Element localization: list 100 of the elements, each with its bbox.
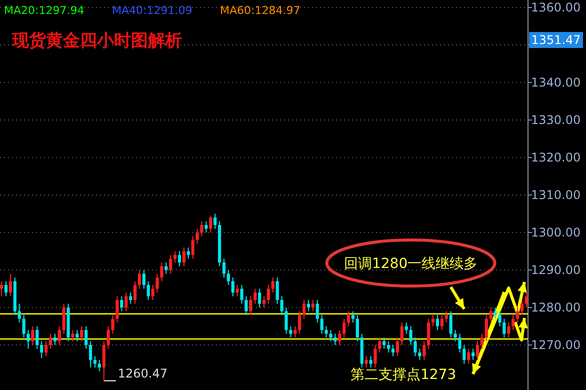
candlestick xyxy=(440,314,444,330)
candlestick xyxy=(226,270,230,286)
candlestick xyxy=(88,340,92,368)
candlestick xyxy=(124,292,128,312)
candlestick xyxy=(116,296,119,323)
candlestick xyxy=(133,280,137,304)
text: 现货黄金四小时图解析 xyxy=(11,31,182,51)
annotation: MA40:1291.09 xyxy=(112,4,192,17)
candlestick xyxy=(231,277,234,297)
candlestick xyxy=(462,344,466,364)
annotation: 回调1280一线继续多 xyxy=(344,256,478,272)
candlestick xyxy=(249,296,252,316)
annotation: MA60:1284.97 xyxy=(220,4,300,17)
candlestick xyxy=(178,250,182,267)
candlestick xyxy=(378,337,382,353)
candlestick xyxy=(289,326,292,338)
text: 1351.47 xyxy=(531,33,581,48)
candlestick xyxy=(271,277,274,293)
candlestick xyxy=(329,330,332,342)
candlestick xyxy=(156,273,159,293)
candlestick xyxy=(280,296,284,316)
candlestick xyxy=(4,280,8,297)
candlestick xyxy=(18,303,21,323)
candlestick xyxy=(480,333,484,350)
candlestick xyxy=(102,340,106,382)
candlestick xyxy=(298,310,302,334)
candlestick xyxy=(22,314,26,338)
candlestick xyxy=(196,228,199,244)
candlestick xyxy=(48,333,52,350)
y-tick-label: 1340.00 xyxy=(531,76,581,90)
candlestick xyxy=(364,356,368,368)
candlestick xyxy=(44,340,48,357)
candlestick xyxy=(436,314,440,330)
candlestick xyxy=(502,318,506,338)
candlestick xyxy=(254,288,257,304)
candlestick xyxy=(266,284,270,304)
candlestick xyxy=(422,340,426,360)
candlestick xyxy=(26,330,30,350)
candlestick xyxy=(444,310,448,323)
candlestick xyxy=(222,258,226,278)
candlestick xyxy=(71,330,74,342)
candlestick xyxy=(120,296,124,312)
candlestick xyxy=(516,307,520,323)
candlestick xyxy=(489,307,492,323)
candlestick xyxy=(302,300,306,320)
candlestick xyxy=(240,284,244,304)
y-tick-label: 1310.00 xyxy=(531,188,581,202)
y-tick-label: 1360.00 xyxy=(531,0,581,15)
y-tick-label: 1280.00 xyxy=(531,300,581,315)
candlestick xyxy=(512,314,515,330)
annotation: 1260.47 xyxy=(118,366,168,381)
candlestick xyxy=(374,344,377,368)
candlestick xyxy=(151,284,154,300)
candlestick xyxy=(472,348,475,360)
candlestick xyxy=(316,300,319,323)
candlestick xyxy=(62,303,66,334)
candlestick xyxy=(276,277,279,304)
candlestick xyxy=(191,236,194,260)
candlestick xyxy=(93,356,97,368)
candlestick xyxy=(520,300,524,316)
candlestick xyxy=(409,326,412,346)
candlestick xyxy=(214,213,217,230)
candlestick xyxy=(414,337,417,357)
candlestick xyxy=(169,254,172,274)
candlestick xyxy=(40,340,44,359)
candlestick xyxy=(284,307,288,334)
candlestick xyxy=(138,270,142,290)
candlestick xyxy=(8,273,12,297)
candlestick xyxy=(356,314,359,342)
candlestick xyxy=(294,326,297,338)
candlestick xyxy=(346,310,350,327)
candlestick xyxy=(427,318,430,350)
annotation: 第二支撑点1273 xyxy=(350,366,456,383)
candlestick xyxy=(338,330,342,346)
y-tick-label: 1300.00 xyxy=(531,226,581,240)
candlestick xyxy=(111,314,114,334)
candlestick xyxy=(204,220,208,233)
candlestick xyxy=(494,307,497,320)
candlestick xyxy=(334,333,337,346)
candlestick xyxy=(454,330,457,342)
candlestick xyxy=(142,270,146,290)
candlestick xyxy=(324,326,328,338)
candlestick xyxy=(36,326,39,350)
candlestick xyxy=(84,326,88,350)
candlestick xyxy=(209,215,212,233)
candlestick xyxy=(146,280,150,300)
y-tick-label: 1290.00 xyxy=(531,263,581,278)
candlestick xyxy=(106,326,110,350)
candlestick xyxy=(458,333,462,353)
candlestick xyxy=(342,318,346,338)
candlestick xyxy=(182,247,186,267)
y-tick-label: 1270.00 xyxy=(531,338,581,352)
candlestick xyxy=(80,326,84,342)
y-tick-label: 1330.00 xyxy=(531,113,581,128)
candlestick xyxy=(320,314,324,334)
candlestick xyxy=(53,333,56,346)
candlestick xyxy=(396,337,400,357)
candlestick xyxy=(262,296,266,308)
candlestick xyxy=(498,310,502,327)
candlestick xyxy=(449,310,452,338)
